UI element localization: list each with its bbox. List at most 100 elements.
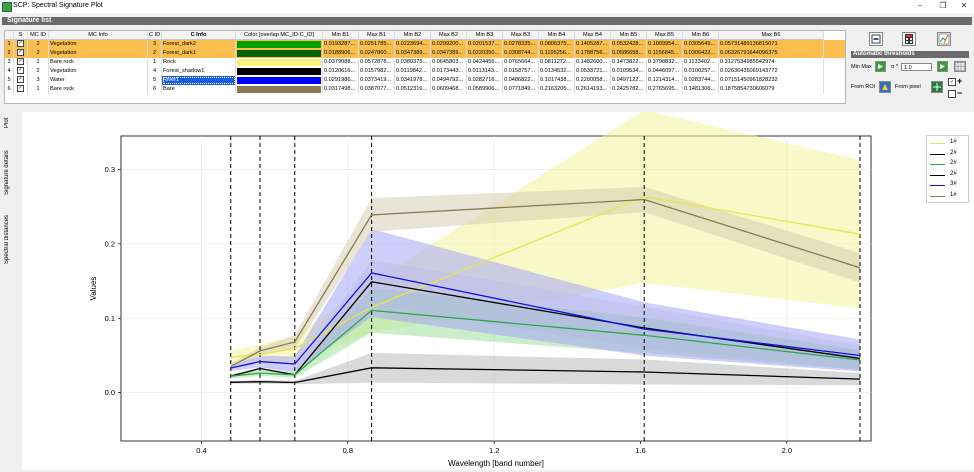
grid-icon — [955, 62, 965, 71]
c-id-cell[interactable]: 6 — [148, 85, 162, 94]
mc-info-cell[interactable]: Bare rock — [49, 58, 148, 67]
value-cell: 0.07151450961828232 — [719, 76, 824, 85]
legend-item[interactable]: 1# — [930, 139, 968, 148]
row-number: 1 — [5, 40, 14, 49]
from-pixel-button[interactable] — [931, 81, 943, 93]
mc-info-cell[interactable]: Bare rock — [49, 85, 148, 94]
table-row[interactable]: 1 ✓ 2 Vegetation 3 Forest_dark2 0.0193287... 0.… — [5, 40, 845, 49]
mc-id-cell[interactable]: 2 — [28, 49, 49, 58]
c-id-cell[interactable]: 3 — [148, 40, 162, 49]
min-max-button[interactable] — [875, 61, 886, 72]
value-cell: 0.1405287... — [575, 40, 611, 49]
tab-spectral-distances[interactable]: Spectral distances — [4, 210, 18, 268]
legend-item[interactable]: 2# — [930, 160, 968, 169]
header-cell: C ID — [148, 31, 162, 40]
mc-info-cell[interactable]: Vegetation — [49, 40, 148, 49]
color-cell[interactable] — [236, 58, 323, 67]
edit-plot-button[interactable] — [937, 32, 951, 46]
c-info-cell[interactable]: Forest_dark1 — [162, 49, 236, 58]
min-max-label: Min Max — [851, 64, 872, 70]
checkbox-icon[interactable]: ✓ — [17, 49, 24, 57]
table-row[interactable]: 4 ✓ 2 Vegetation 4 Forest_shadow1 0.0120616...… — [5, 67, 845, 76]
sigma-spinbox[interactable]: 1.0 — [901, 63, 932, 71]
row-checkbox[interactable]: ✓ — [14, 49, 28, 58]
close-button[interactable]: ✕ — [960, 1, 968, 10]
plot-edit-icon — [938, 33, 950, 45]
legend-item[interactable]: 3# — [930, 181, 968, 190]
table-row[interactable]: 5 ✓ 3 Water 5 River1 0.0291986... 0.0373419... 0… — [5, 76, 845, 85]
mc-id-cell[interactable]: 1 — [28, 58, 49, 67]
subtract-checkbox[interactable] — [948, 90, 956, 98]
table-row[interactable]: 3 ✓ 1 Bare rock 1 Rock 0.0379088... 0.0572878..… — [5, 58, 845, 67]
spectral-chart[interactable]: 0.4 0.8 1.2 1.6 2.0 0.0 0.1 0.2 0.3 Wavelength [b… — [22, 110, 974, 470]
legend-item[interactable]: 1# — [930, 192, 968, 201]
mc-info-cell[interactable]: Vegetation — [49, 67, 148, 76]
value-cell: 0.0308744... — [503, 49, 539, 58]
color-cell[interactable] — [236, 49, 323, 58]
checkbox-icon[interactable]: ✓ — [17, 40, 24, 48]
value-cell: 0.0446097... — [647, 67, 683, 76]
legend-item[interactable]: 2# — [930, 171, 968, 180]
from-roi-button[interactable] — [879, 81, 891, 93]
c-id-cell[interactable]: 4 — [148, 67, 162, 76]
value-cell: 0.1788756... — [575, 49, 611, 58]
value-cell: 0.0609468... — [431, 85, 467, 94]
c-info-cell[interactable]: River1 — [162, 76, 236, 85]
row-checkbox[interactable]: ✓ — [14, 76, 28, 85]
checkbox-icon[interactable]: ✓ — [17, 67, 24, 75]
color-cell[interactable] — [236, 40, 323, 49]
row-checkbox[interactable]: ✓ — [14, 40, 28, 49]
c-info-cell[interactable]: Rock — [162, 58, 236, 67]
table-row[interactable]: 6 ✓ 1 Bare rock 6 Bare 0.0317498... 0.0387077..… — [5, 85, 845, 94]
maximize-button[interactable]: ❐ — [939, 1, 947, 10]
value-cell: 0.0811272... — [539, 58, 575, 67]
value-cell: 0.05731489136815071 — [719, 40, 824, 49]
legend-label: 3# — [950, 181, 957, 187]
checkbox-icon[interactable]: ✓ — [17, 85, 24, 93]
add-checkbox[interactable]: ✓ — [948, 78, 956, 86]
mc-id-cell[interactable]: 1 — [28, 85, 49, 94]
series-line[interactable] — [230, 309, 861, 377]
color-cell[interactable] — [236, 76, 323, 85]
value-cell: 0.0109534... — [611, 67, 647, 76]
tab-signature-details[interactable]: Signature details — [4, 142, 18, 204]
mc-id-cell[interactable]: 2 — [28, 40, 49, 49]
c-id-cell[interactable]: 1 — [148, 58, 162, 67]
mc-id-cell[interactable]: 2 — [28, 67, 49, 76]
remove-signature-button[interactable] — [869, 32, 883, 46]
tab-plot[interactable]: Plot — [4, 112, 18, 134]
c-info-cell[interactable]: Forest_dark2 — [162, 40, 236, 49]
table-row[interactable]: 2 ✓ 2 Vegetation 2 Forest_dark1 0.0188906... 0.… — [5, 49, 845, 58]
plus-icon[interactable]: + — [957, 76, 963, 86]
legend-item[interactable]: 2# — [930, 150, 968, 159]
value-cell: 0.0347389... — [431, 49, 467, 58]
window-title: SCP: Spectral Signature Plot — [13, 2, 103, 9]
grid-toggle-button[interactable] — [954, 61, 966, 72]
checkbox-icon[interactable]: ✓ — [17, 76, 24, 84]
minus-icon[interactable]: − — [957, 88, 963, 98]
series-line[interactable] — [230, 367, 861, 384]
c-info-cell[interactable]: Forest_shadow1 — [162, 67, 236, 76]
value-cell: 0.2163205... — [539, 85, 575, 94]
color-cell[interactable] — [236, 85, 323, 94]
mc-info-cell[interactable]: Water — [49, 76, 148, 85]
c-info-cell[interactable]: Bare — [162, 85, 236, 94]
c-id-cell[interactable]: 2 — [148, 49, 162, 58]
series-line[interactable] — [230, 272, 861, 369]
row-checkbox[interactable]: ✓ — [14, 58, 28, 67]
value-cell: 0.0512316... — [395, 85, 431, 94]
mc-info-cell[interactable]: Vegetation — [49, 49, 148, 58]
minimize-button[interactable]: – — [917, 1, 923, 10]
checkbox-icon[interactable]: ✓ — [17, 58, 24, 66]
c-id-cell[interactable]: 5 — [148, 76, 162, 85]
sigma-apply-button[interactable] — [937, 61, 948, 72]
row-checkbox[interactable]: ✓ — [14, 85, 28, 94]
series-line[interactable] — [230, 198, 861, 368]
calculator-button[interactable] — [902, 32, 916, 46]
mc-id-cell[interactable]: 3 — [28, 76, 49, 85]
legend-label: 2# — [950, 170, 957, 177]
from-roi-label: From ROI — [851, 84, 876, 90]
color-cell[interactable] — [236, 67, 323, 76]
value-cell: 0.2425782... — [611, 85, 647, 94]
row-checkbox[interactable]: ✓ — [14, 67, 28, 76]
